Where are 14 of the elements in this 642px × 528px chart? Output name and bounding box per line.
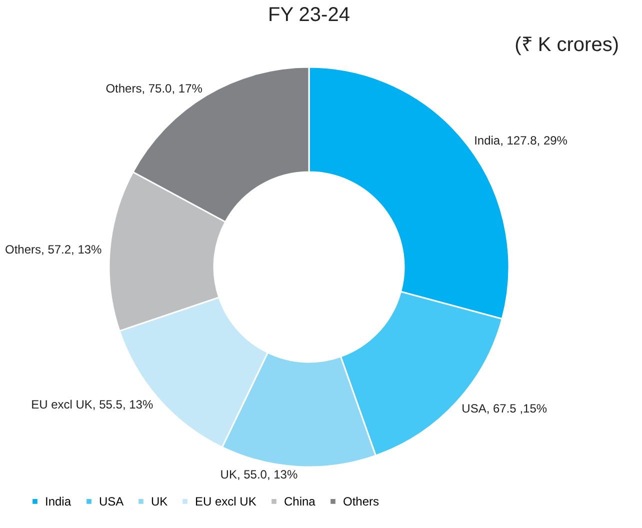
- legend-label: UK: [151, 494, 168, 508]
- text: (₹ K crores): [514, 34, 619, 56]
- legend-label: China: [284, 494, 316, 508]
- legend-label: Others: [343, 494, 380, 508]
- legend-label: India: [45, 494, 72, 508]
- legend-label: USA: [99, 494, 124, 508]
- chart-title: FY 23-24: [268, 4, 350, 26]
- data-label: India, 127.8, 29%: [474, 133, 568, 148]
- legend-label: EU excl UK: [195, 494, 256, 508]
- data-label: USA, 67.5 ,15%: [462, 401, 548, 416]
- data-label: UK, 55.0, 13%: [220, 468, 298, 482]
- data-label: Others, 57.2, 13%: [5, 242, 102, 256]
- data-label: EU excl UK, 55.5, 13%: [31, 398, 154, 412]
- data-label: Others, 75.0, 17%: [106, 81, 203, 96]
